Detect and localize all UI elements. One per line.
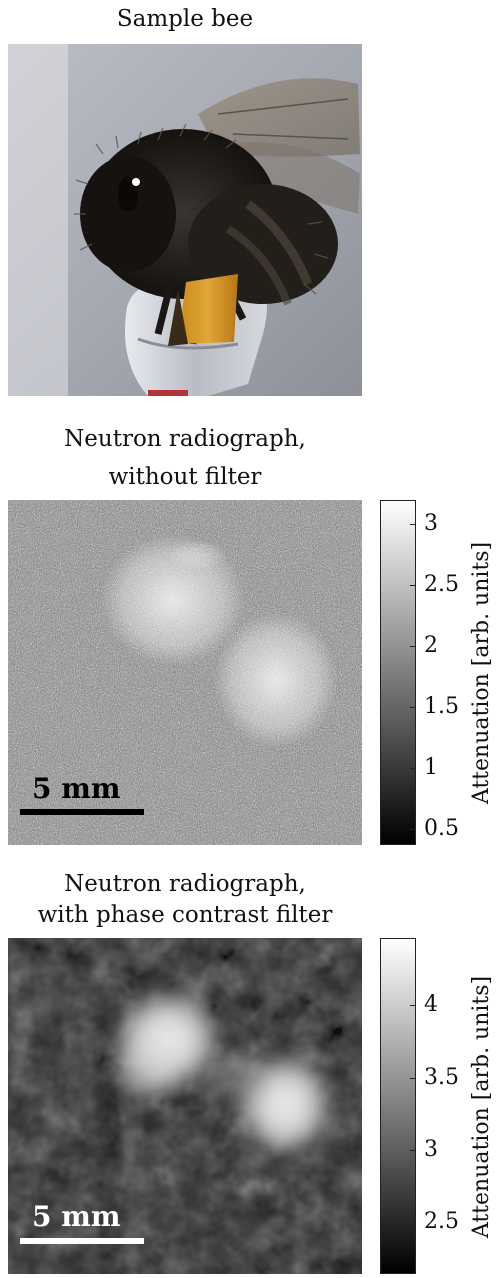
colorbar-label: Attenuation [arb. units] (467, 937, 497, 1277)
colorbar-tick (410, 1005, 416, 1006)
bee-photo-title: Sample bee (0, 4, 370, 35)
bee-photo-image (8, 44, 362, 396)
radiograph-title-line2: without filter (0, 462, 370, 493)
colorbar-tick (410, 1222, 416, 1223)
colorbar-tick (410, 707, 416, 708)
colorbar-tick-label: 2 (424, 635, 438, 657)
colorbar-tick (410, 1150, 416, 1151)
colorbar-tick-label: 3.5 (424, 1067, 459, 1089)
bee-photo (8, 44, 362, 396)
colorbar-tick (410, 829, 416, 830)
scale-bar-label: 5 mm (32, 774, 120, 804)
phase-contrast-title-line2: with phase contrast filter (0, 900, 370, 931)
scale-bar-label: 5 mm (32, 1202, 120, 1232)
phase-contrast-title-line1: Neutron radiograph, (0, 869, 370, 900)
colorbar-tick-label: 1.5 (424, 696, 459, 718)
colorbar-tick-label: 3 (424, 513, 438, 535)
colorbar-no-filter (380, 500, 416, 845)
colorbar-label: Attenuation [arb. units] (467, 503, 497, 843)
scale-bar (20, 1238, 144, 1244)
colorbar-tick (410, 1078, 416, 1079)
colorbar-tick (410, 524, 416, 525)
colorbar-tick-label: 3 (424, 1139, 438, 1161)
colorbar-tick-label: 2.5 (424, 1211, 459, 1233)
colorbar-tick-label: 1 (424, 757, 438, 779)
colorbar-phase-contrast (380, 938, 416, 1274)
radiograph-phase-contrast: 5 mm (8, 938, 362, 1274)
radiograph-no-filter: 5 mm (8, 500, 362, 845)
scale-bar (20, 809, 144, 815)
colorbar-tick-label: 4 (424, 994, 438, 1016)
colorbar-tick (410, 585, 416, 586)
colorbar-tick (410, 768, 416, 769)
colorbar-tick (410, 646, 416, 647)
radiograph-title-line1: Neutron radiograph, (0, 424, 370, 455)
colorbar-tick-label: 0.5 (424, 818, 459, 840)
colorbar-tick-label: 2.5 (424, 574, 459, 596)
